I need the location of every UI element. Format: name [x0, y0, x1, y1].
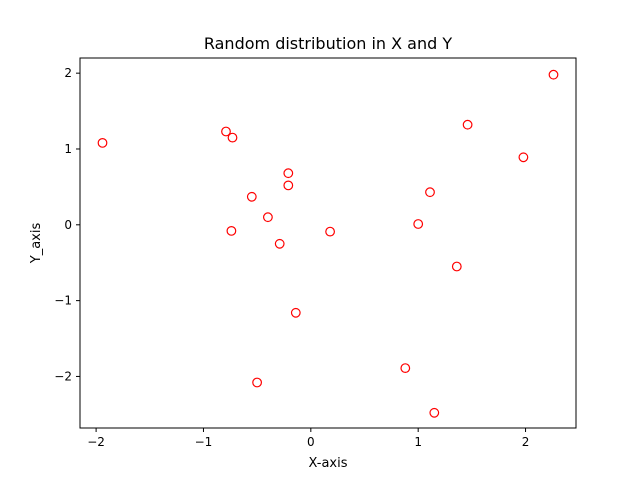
data-point	[290, 307, 301, 318]
y-axis-label: Y_axis	[29, 223, 44, 265]
y-tick-label: 2	[64, 66, 72, 80]
data-point	[400, 363, 411, 374]
x-tick-label: −1	[195, 435, 213, 449]
y-tick-label: −2	[54, 369, 72, 383]
chart-title: Random distribution in X and Y	[204, 34, 453, 53]
data-point	[325, 226, 336, 237]
data-point	[97, 137, 108, 148]
data-point	[425, 187, 435, 198]
data-point	[429, 407, 440, 418]
y-axis-ticks: −2 −1 0 1 2	[54, 66, 80, 383]
data-point	[221, 126, 231, 137]
data-point	[462, 119, 473, 130]
data-point	[263, 212, 273, 223]
plot-area	[80, 58, 576, 428]
axes-frame	[79, 57, 577, 429]
data-point	[227, 132, 238, 143]
data-point	[413, 219, 424, 229]
data-point	[451, 261, 462, 272]
data-point	[518, 152, 529, 163]
y-tick-label: 1	[64, 142, 72, 156]
x-axis-label: X-axis	[309, 456, 348, 471]
data-point	[283, 180, 294, 191]
y-tick-label: 0	[64, 218, 72, 232]
x-tick-label: −2	[87, 435, 105, 449]
data-point	[548, 69, 559, 80]
data-point	[274, 238, 285, 249]
y-tick-label: −1	[54, 294, 72, 308]
x-tick-label: 1	[414, 435, 422, 449]
data-points	[97, 69, 559, 418]
data-point	[252, 377, 263, 388]
x-tick-label: 2	[522, 435, 530, 449]
x-axis-ticks: −2 −1 0 1 2	[87, 428, 529, 449]
x-tick-label: 0	[307, 435, 315, 449]
data-point	[246, 191, 257, 202]
data-point	[226, 225, 237, 236]
data-point	[283, 168, 294, 179]
